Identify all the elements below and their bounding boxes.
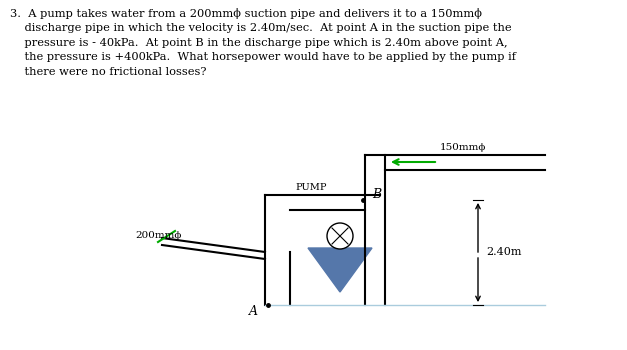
Text: 150mmϕ: 150mmϕ [440,143,487,152]
Polygon shape [308,248,372,292]
Text: 2.40m: 2.40m [486,247,522,257]
Text: A: A [249,305,258,318]
Text: 200mmϕ: 200mmϕ [135,231,181,239]
Circle shape [327,223,353,249]
Text: B: B [372,189,381,202]
Text: PUMP: PUMP [295,183,327,192]
Text: 3.  A pump takes water from a 200mmϕ suction pipe and delivers it to a 150mmϕ
  : 3. A pump takes water from a 200mmϕ suct… [10,8,516,77]
